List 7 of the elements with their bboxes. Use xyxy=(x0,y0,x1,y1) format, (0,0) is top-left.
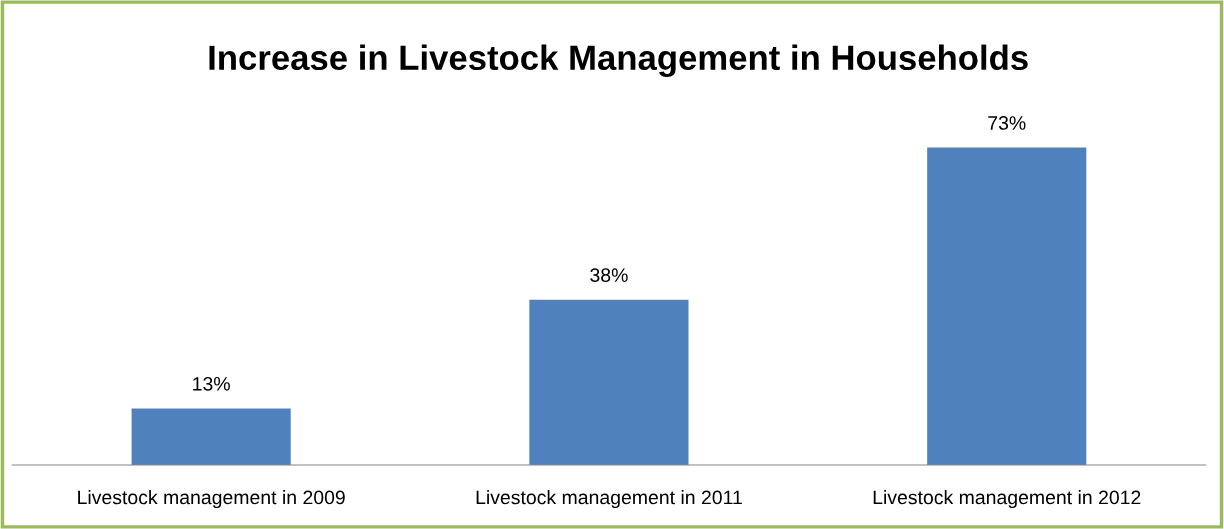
chart-title: Increase in Livestock Management in Households xyxy=(209,44,1028,78)
data-label: 13% xyxy=(193,376,230,391)
data-label: 73% xyxy=(988,116,1026,130)
x-tick-label: Livestock management in 2009 xyxy=(78,489,345,509)
x-tick-label: Livestock management in 2012 xyxy=(873,489,1141,509)
x-tick-label: Livestock management in 2011 xyxy=(476,489,742,509)
data-label: 38% xyxy=(590,268,628,283)
